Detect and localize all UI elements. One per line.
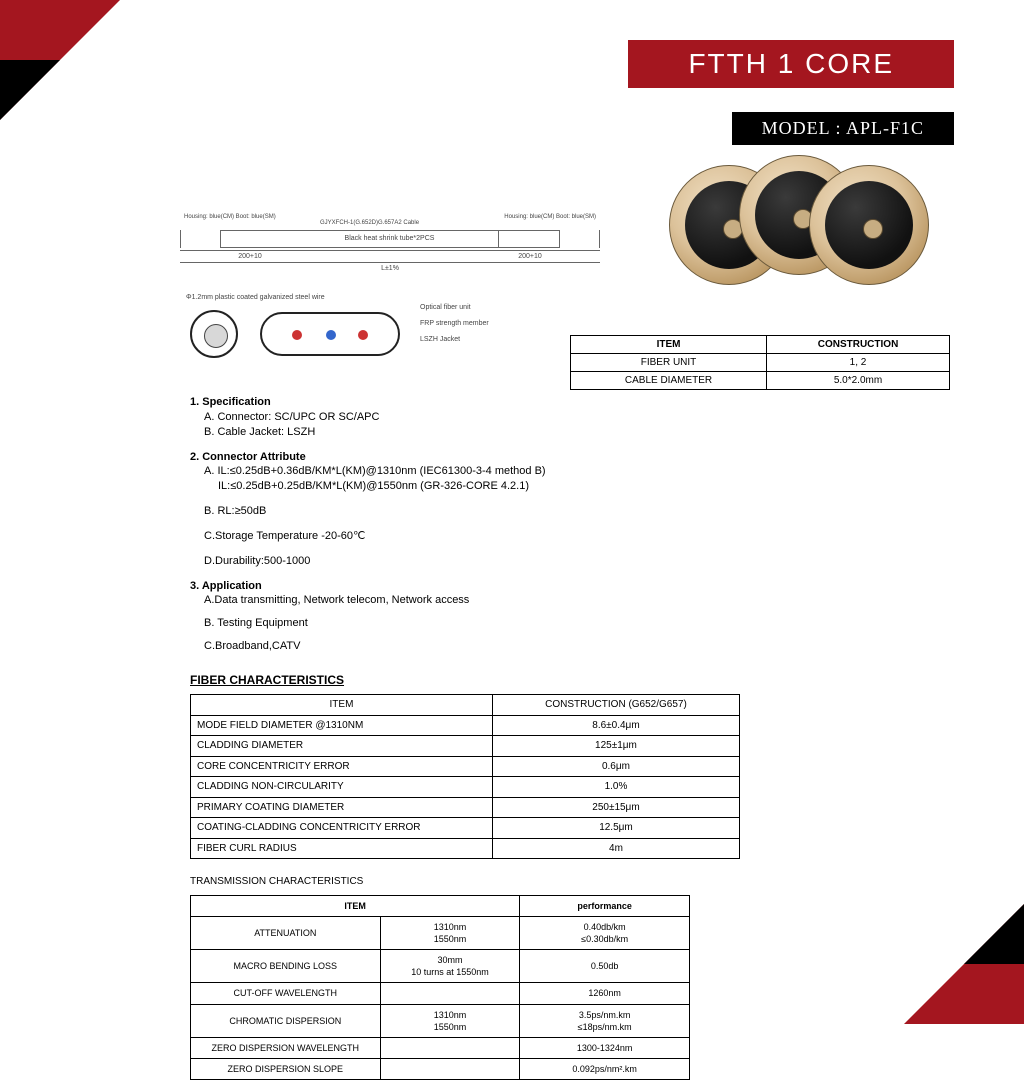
spec-line: C.Broadband,CATV xyxy=(204,639,890,654)
cross-section: Φ1.2mm plastic coated galvanized steel w… xyxy=(190,300,520,370)
td: 0.6μm xyxy=(492,756,739,777)
td: CHROMATIC DISPERSION xyxy=(191,1004,381,1037)
td xyxy=(380,1058,520,1079)
th: CONSTRUCTION (G652/G657) xyxy=(492,695,739,716)
cable-schematic: Black heat shrink tube*2PCS xyxy=(180,230,600,248)
td: 8.6±0.4μm xyxy=(492,715,739,736)
spool-icon xyxy=(809,165,929,285)
td: FIBER CURL RADIUS xyxy=(191,838,493,859)
spec-line: B. Testing Equipment xyxy=(204,616,890,631)
spec-block: 1. Specification A. Connector: SC/UPC OR… xyxy=(190,385,890,1080)
spec-line: B. Cable Jacket: LSZH xyxy=(204,425,890,440)
xs-label: LSZH Jacket xyxy=(420,336,460,343)
trans-title: TRANSMISSION CHARACTERISTICS xyxy=(190,875,890,889)
drawing-label: Housing: blue(CM) Boot: blue(SM) xyxy=(504,214,596,220)
spec-line: D.Durability:500-1000 xyxy=(204,554,890,569)
spec-line: A. IL:≤0.25dB+0.36dB/KM*L(KM)@1310nm (IE… xyxy=(204,464,890,479)
td xyxy=(380,983,520,1004)
td: COATING-CLADDING CONCENTRICITY ERROR xyxy=(191,818,493,839)
drawing-mid-label: Black heat shrink tube*2PCS xyxy=(281,230,499,248)
xs-label: Φ1.2mm plastic coated galvanized steel w… xyxy=(186,294,325,301)
spec-line: A.Data transmitting, Network telecom, Ne… xyxy=(204,593,890,608)
header: FTTH 1 CORE MODEL : APL-F1C xyxy=(628,40,954,145)
td: 4m xyxy=(492,838,739,859)
td: 125±1μm xyxy=(492,736,739,757)
td xyxy=(380,1037,520,1058)
drawing-label: GJYXFCH-1(G.652D)G.657A2 Cable xyxy=(320,220,419,226)
td: 0.50db xyxy=(520,950,690,983)
drawing-label: Housing: blue(CM) Boot: blue(SM) xyxy=(184,214,276,220)
th: ITEM xyxy=(191,895,520,916)
td: MACRO BENDING LOSS xyxy=(191,950,381,983)
wire-circle-icon xyxy=(190,310,238,358)
td: 30mm 10 turns at 1550nm xyxy=(380,950,520,983)
th: performance xyxy=(520,895,690,916)
td: CUT-OFF WAVELENGTH xyxy=(191,983,381,1004)
td: 12.5μm xyxy=(492,818,739,839)
spec-line: B. RL:≥50dB xyxy=(204,504,890,519)
trans-table: ITEM performance ATTENUATION1310nm 1550n… xyxy=(190,895,690,1080)
th: ITEM xyxy=(191,695,493,716)
td: 250±15μm xyxy=(492,797,739,818)
td: 1260nm xyxy=(520,983,690,1004)
th: CONSTRUCTION xyxy=(767,336,950,354)
td: 1310nm 1550nm xyxy=(380,1004,520,1037)
spec-line: A. Connector: SC/UPC OR SC/APC xyxy=(204,410,890,425)
td: CLADDING DIAMETER xyxy=(191,736,493,757)
th: ITEM xyxy=(571,336,767,354)
td: 1.0% xyxy=(492,777,739,798)
dim-label: 200+10 xyxy=(180,253,320,260)
td: 3.5ps/nm.km ≤18ps/nm.km xyxy=(520,1004,690,1037)
td: 0.40db/km ≤0.30db/km xyxy=(520,916,690,949)
fiber-title: FIBER CHARACTERISTICS xyxy=(190,672,890,688)
product-image xyxy=(669,155,929,285)
corner-bottom-right-black xyxy=(964,904,1024,964)
td: 1310nm 1550nm xyxy=(380,916,520,949)
td: 1, 2 xyxy=(767,354,950,372)
td: 0.092ps/nm².km xyxy=(520,1058,690,1079)
spec-heading: 2. Connector Attribute xyxy=(190,450,890,465)
cable-drawing: Housing: blue(CM) Boot: blue(SM) Housing… xyxy=(180,230,600,272)
td: MODE FIELD DIAMETER @1310NM xyxy=(191,715,493,736)
td: CORE CONCENTRICITY ERROR xyxy=(191,756,493,777)
td: 1300-1324nm xyxy=(520,1037,690,1058)
model-label: MODEL : APL-F1C xyxy=(732,112,954,145)
td: ZERO DISPERSION WAVELENGTH xyxy=(191,1037,381,1058)
xs-label: FRP strength member xyxy=(420,320,489,327)
corner-top-left-black xyxy=(0,60,60,120)
td: ZERO DISPERSION SLOPE xyxy=(191,1058,381,1079)
dim-label: 200+10 xyxy=(460,253,600,260)
xs-label: Optical fiber unit xyxy=(420,304,471,311)
td: PRIMARY COATING DIAMETER xyxy=(191,797,493,818)
construction-table: ITEM CONSTRUCTION FIBER UNIT 1, 2 CABLE … xyxy=(570,335,950,390)
spec-heading: 3. Application xyxy=(190,579,890,594)
td: CLADDING NON-CIRCULARITY xyxy=(191,777,493,798)
flat-cable-icon xyxy=(260,312,400,356)
page-title: FTTH 1 CORE xyxy=(628,40,954,88)
spec-heading: 1. Specification xyxy=(190,395,890,410)
fiber-table: ITEM CONSTRUCTION (G652/G657) MODE FIELD… xyxy=(190,694,740,859)
td: ATTENUATION xyxy=(191,916,381,949)
spec-line: C.Storage Temperature -20-60℃ xyxy=(204,529,890,544)
dim-total: L±1% xyxy=(180,265,600,272)
spec-line: IL:≤0.25dB+0.25dB/KM*L(KM)@1550nm (GR-32… xyxy=(218,479,890,494)
td: FIBER UNIT xyxy=(571,354,767,372)
